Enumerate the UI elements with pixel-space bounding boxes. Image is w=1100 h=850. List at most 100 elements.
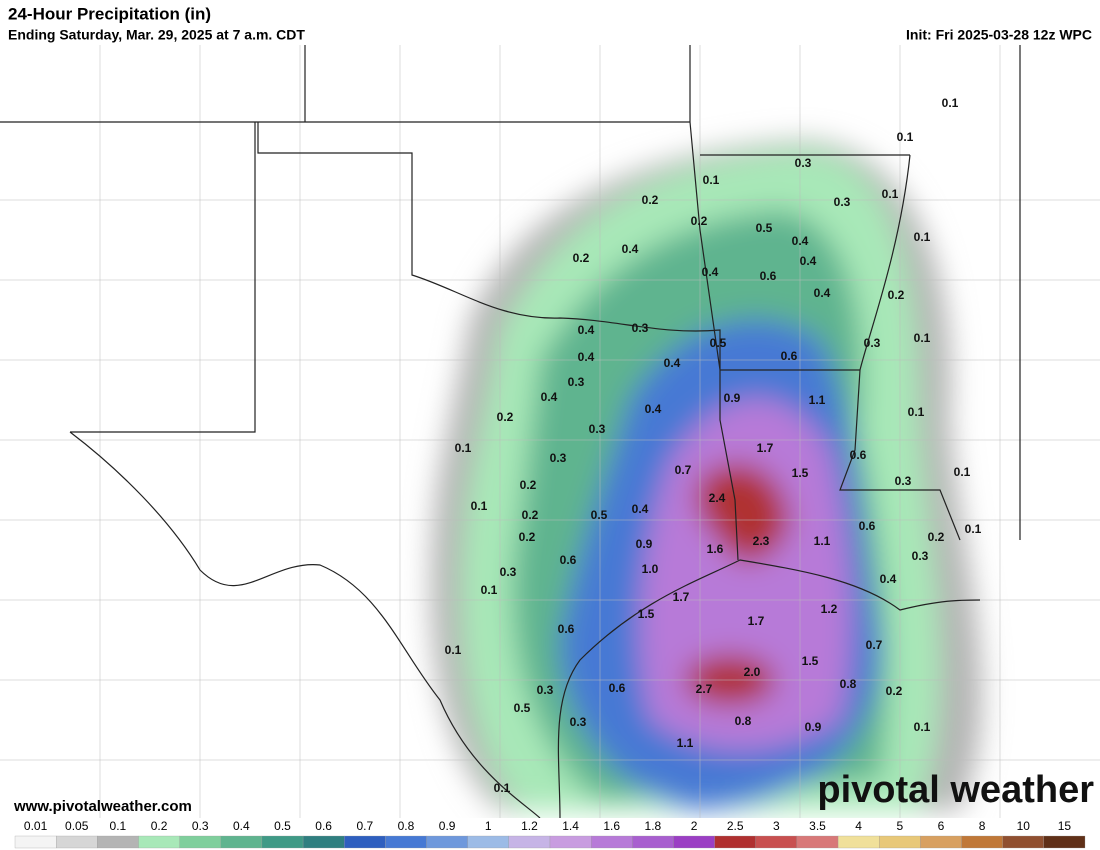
map-label: 0.3 [795,156,812,170]
map-label: 0.4 [664,356,681,370]
colorbar-swatch [755,835,798,849]
map-label: 0.4 [800,254,817,268]
map-label: 0.3 [568,375,585,389]
map-label: 0.2 [886,684,903,698]
map-label: 1.5 [792,466,809,480]
colorbar-swatch [879,835,921,849]
colorbar-label: 0.2 [151,819,168,833]
map-label: 1.1 [814,534,831,548]
colorbar-label: 0.5 [274,819,291,833]
init-time: Init: Fri 2025-03-28 12z WPC [906,27,1092,43]
map-label: 0.3 [912,549,929,563]
colorbar-label: 1.8 [645,819,662,833]
colorbar-swatch [14,835,57,849]
colorbar-swatch [220,835,263,849]
colorbar-label: 6 [938,819,945,833]
map-label: 0.1 [455,441,472,455]
map-label: 0.3 [864,336,881,350]
colorbar-swatch [179,835,221,849]
map-label: 1.5 [802,654,819,668]
colorbar-swatch [138,835,180,849]
colorbar-swatch [426,835,468,849]
map-label: 0.6 [859,519,876,533]
map-label: 0.2 [888,288,905,302]
map-label: 0.5 [591,508,608,522]
map-label: 0.1 [897,130,914,144]
map-label: 0.4 [792,234,809,248]
colorbar-label: 0.05 [65,819,89,833]
colorbar-swatch [56,835,98,849]
map-label: 0.9 [805,720,822,734]
map-label: 0.1 [954,465,971,479]
map-label: 0.1 [494,781,511,795]
colorbar-swatch [344,835,386,849]
colorbar-swatch [961,835,1003,849]
colorbar-label: 0.9 [439,819,456,833]
map-label: 0.3 [834,195,851,209]
colorbar-swatch [837,835,880,849]
colorbar-label: 0.01 [24,819,48,833]
map-label: 0.6 [560,553,577,567]
colorbar-label: 2 [691,819,698,833]
colorbar-swatch [385,835,427,849]
map-label: 2.7 [696,682,713,696]
map-labels: 0.1 0.1 0.3 0.1 0.1 0.3 0.2 0.2 0.5 0.4 0.1 0.4 0.2 0… [445,96,982,795]
map-label: 0.6 [609,681,626,695]
logo: pivotal weather [817,769,1094,811]
map-label: 1.6 [707,542,724,556]
colorbar-swatch [467,835,509,849]
map-label: 0.4 [702,265,719,279]
map-label: 0.3 [589,422,606,436]
map-label: 0.3 [550,451,567,465]
map-label: 0.5 [710,336,727,350]
map-label: 0.3 [632,321,649,335]
map-label: 0.1 [471,499,488,513]
map-label: 1.1 [809,393,826,407]
colorbar-swatch [591,835,633,849]
colorbar-label: 0.4 [233,819,250,833]
map-label: 0.6 [781,349,798,363]
colorbar-label: 15 [1058,819,1072,833]
map-label: 0.6 [850,448,867,462]
map-label: 0.1 [445,643,462,657]
colorbar-label: 3.5 [809,819,826,833]
map-label: 0.3 [570,715,587,729]
colorbar-swatch [920,835,962,849]
map-label: 0.3 [895,474,912,488]
map-label: 0.1 [481,583,498,597]
colorbar-label: 3 [773,819,780,833]
colorbar-label: 0.1 [110,819,127,833]
map-label: 0.5 [514,701,531,715]
map-label: 2.4 [709,491,726,505]
map-label: 0.6 [558,622,575,636]
map-label: 1.2 [821,602,838,616]
colorbar-swatch [97,835,139,849]
map-label: 0.1 [914,230,931,244]
map-label: 0.4 [814,286,831,300]
map-label: 0.1 [703,173,720,187]
map-label: 0.5 [756,221,773,235]
map-label: 0.4 [632,502,649,516]
map-label: 0.4 [578,350,595,364]
colorbar-swatch [549,835,592,849]
map-label: 0.1 [965,522,982,536]
map-label: 1.7 [673,590,690,604]
colorbar-label: 1.6 [603,819,620,833]
colorbar-label: 1.4 [562,819,579,833]
map-label: 0.2 [642,193,659,207]
colorbar-label: 0.7 [356,819,373,833]
colorbar-swatch [673,835,715,849]
map-label: 0.1 [942,96,959,110]
colorbar-label: 1.2 [521,819,538,833]
map-label: 0.2 [928,530,945,544]
map-label: 1.7 [748,614,765,628]
map-label: 0.8 [840,677,857,691]
map-label: 0.2 [691,214,708,228]
map-label: 1.7 [757,441,774,455]
website: www.pivotalweather.com [13,798,192,815]
map-label: 0.8 [735,714,752,728]
map-label: 2.3 [753,534,770,548]
colorbar-label: 5 [896,819,903,833]
